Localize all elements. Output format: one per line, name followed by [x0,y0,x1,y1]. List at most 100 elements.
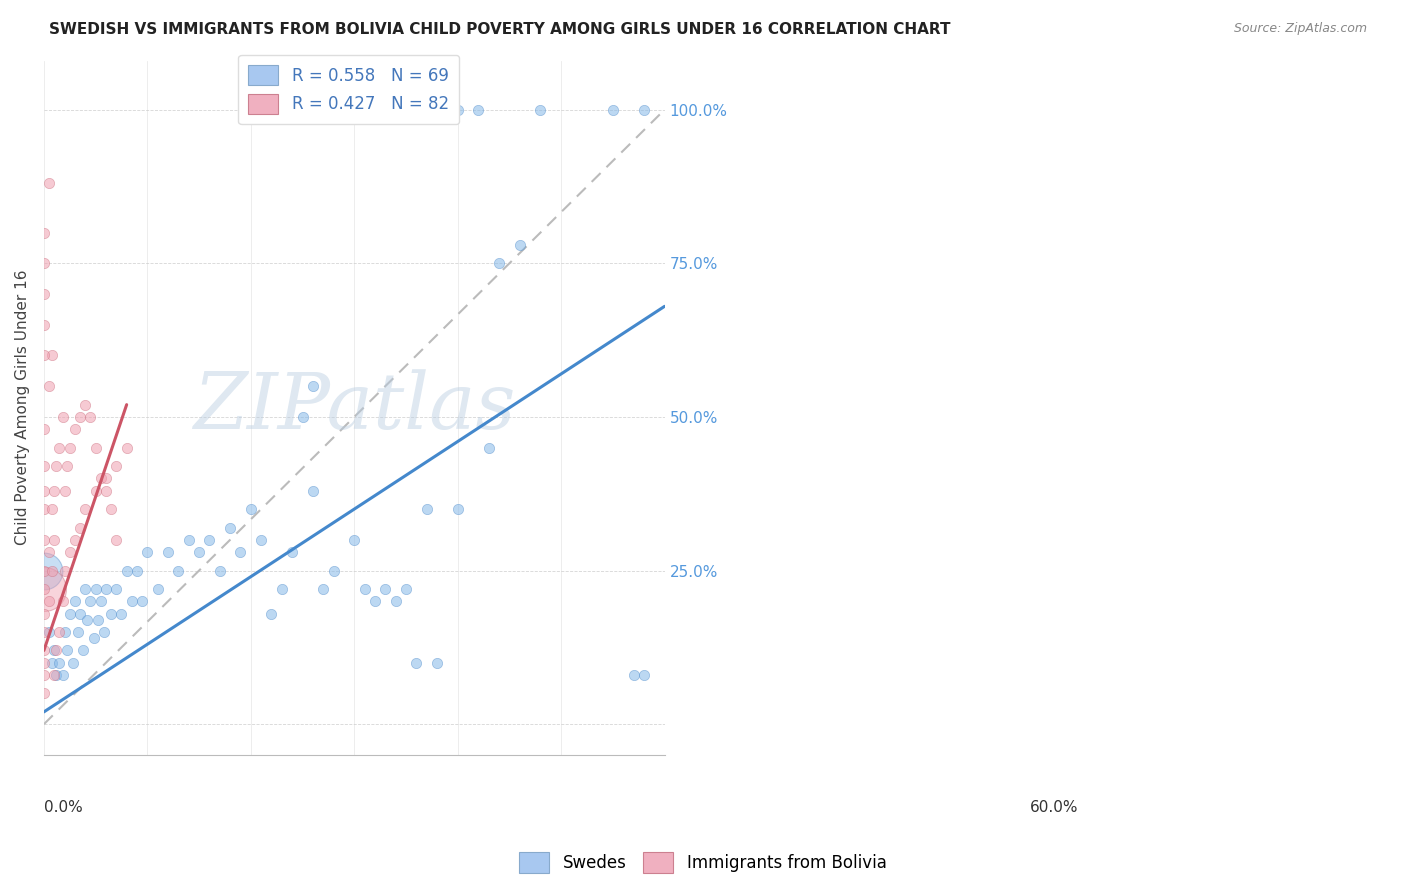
Point [51,668,73,682]
Point [94,471,117,485]
Point [146,582,169,596]
Point [84,441,107,455]
Point [32,287,55,301]
Point [44,483,66,498]
Point [66,625,89,640]
Point [322,564,344,578]
Point [100,607,122,621]
Point [105,533,128,547]
Point [219,520,242,534]
Point [32,564,55,578]
Point [94,483,117,498]
Point [157,545,180,559]
Point [41,564,63,578]
Point [72,643,94,657]
Point [415,502,437,516]
Point [291,409,314,424]
Point [32,668,55,682]
Point [32,459,55,474]
Point [105,582,128,596]
Point [32,564,55,578]
Point [110,607,132,621]
Point [260,607,283,621]
Point [53,564,76,578]
Point [32,483,55,498]
Point [623,668,645,682]
Point [447,502,470,516]
Point [63,594,86,608]
Point [84,483,107,498]
Point [208,564,231,578]
Point [395,582,418,596]
Point [100,502,122,516]
Point [136,545,159,559]
Point [633,668,655,682]
Point [105,459,128,474]
Point [83,631,105,645]
Text: SWEDISH VS IMMIGRANTS FROM BOLIVIA CHILD POVERTY AMONG GIRLS UNDER 16 CORRELATIO: SWEDISH VS IMMIGRANTS FROM BOLIVIA CHILD… [49,22,950,37]
Point [32,643,55,657]
Point [529,103,551,117]
Point [90,594,112,608]
Point [45,643,67,657]
Point [115,564,138,578]
Point [44,533,66,547]
Point [488,256,510,270]
Point [55,459,77,474]
Point [62,656,84,670]
Point [41,656,63,670]
Point [198,533,221,547]
Point [32,256,55,270]
Point [250,533,273,547]
Point [79,594,101,608]
Point [177,533,200,547]
Y-axis label: Child Poverty Among Girls Under 16: Child Poverty Among Girls Under 16 [15,270,30,546]
Point [53,625,76,640]
Point [90,471,112,485]
Point [364,594,387,608]
Point [51,594,73,608]
Point [32,502,55,516]
Point [281,545,304,559]
Point [32,607,55,621]
Point [188,545,211,559]
Point [44,643,66,657]
Point [75,582,97,596]
Point [59,441,82,455]
Point [239,502,262,516]
Legend: Swedes, Immigrants from Bolivia: Swedes, Immigrants from Bolivia [513,846,893,880]
Point [509,238,531,252]
Point [75,502,97,516]
Point [32,533,55,547]
Point [38,625,60,640]
Text: Source: ZipAtlas.com: Source: ZipAtlas.com [1233,22,1367,36]
Point [63,533,86,547]
Text: 0.0%: 0.0% [44,800,83,815]
Point [69,520,91,534]
Point [447,103,470,117]
Point [69,607,91,621]
Point [32,686,55,700]
Legend: R = 0.558   N = 69, R = 0.427   N = 82: R = 0.558 N = 69, R = 0.427 N = 82 [239,55,458,124]
Point [86,613,108,627]
Point [32,318,55,332]
Point [32,582,55,596]
Point [426,656,449,670]
Point [38,545,60,559]
Point [59,607,82,621]
Point [633,103,655,117]
Point [79,409,101,424]
Point [75,398,97,412]
Point [131,594,153,608]
Point [270,582,292,596]
Point [32,625,55,640]
Point [32,656,55,670]
Point [53,483,76,498]
Point [45,459,67,474]
Point [59,545,82,559]
Point [76,613,98,627]
Point [125,564,148,578]
Point [302,379,325,393]
Point [94,582,117,596]
Point [478,441,501,455]
